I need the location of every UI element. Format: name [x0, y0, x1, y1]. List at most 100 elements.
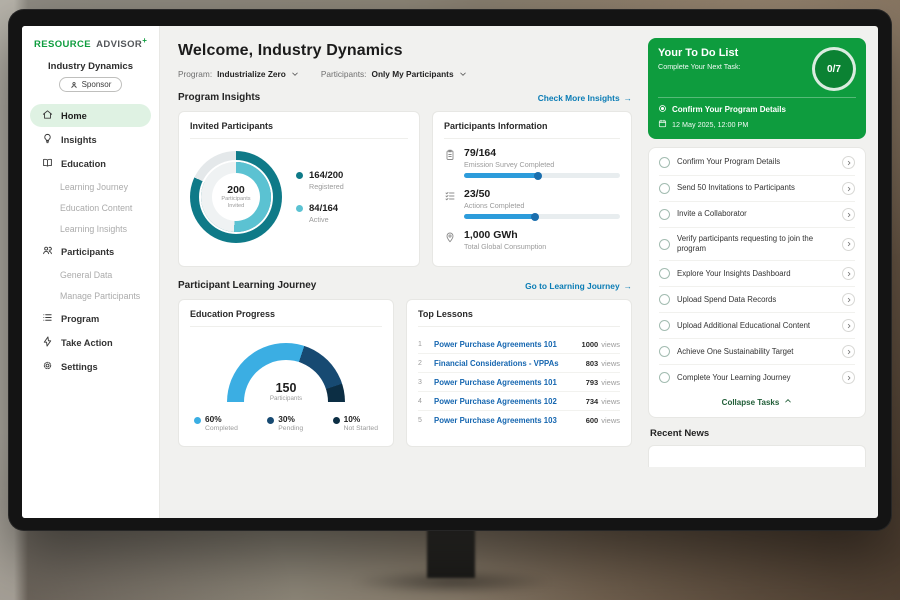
chevron-right-icon[interactable] [842, 208, 855, 221]
sidebar-item-learning-insights[interactable]: Learning Insights [60, 223, 127, 234]
program-filter-value: Industrialize Zero [217, 69, 286, 79]
sidebar-item-general-data[interactable]: General Data [60, 269, 113, 280]
legend-dot [194, 416, 201, 424]
todo-subtitle: Complete Your Next Task: [658, 62, 741, 71]
learning-journey-cards: Education Progress 150 Participants 60 [178, 299, 632, 447]
lesson-views: 1000 views [581, 339, 620, 349]
card-title: Invited Participants [190, 121, 408, 139]
sponsor-icon [70, 81, 78, 89]
legend-registered: 164/200 Registered [296, 170, 344, 191]
chevron-right-icon[interactable] [842, 319, 855, 333]
chevron-right-icon[interactable] [842, 237, 855, 251]
program-insights-cards: Invited Participants 200 Participants In… [178, 111, 632, 267]
filter-bar: Program: Industrialize Zero Participants… [178, 69, 632, 79]
sidebar-item-home[interactable]: Home [30, 104, 151, 128]
task-verify-participants[interactable]: Verify participants requesting to join t… [659, 228, 855, 262]
task-checkbox[interactable] [659, 268, 670, 280]
org-name: Industry Dynamics [48, 61, 133, 73]
actions-progress-bar [464, 214, 620, 219]
task-checkbox[interactable] [659, 372, 670, 384]
top-lessons-card: Top Lessons 1 Power Purchase Agreements … [406, 299, 632, 447]
page-title: Welcome, Industry Dynamics [178, 42, 403, 59]
todo-progress-ring: 0/7 [812, 47, 856, 91]
task-checkbox[interactable] [659, 209, 670, 220]
emission-survey-progress-bar [464, 173, 620, 178]
task-checkbox[interactable] [659, 157, 670, 168]
gauge-center: 150 Participants [269, 381, 303, 402]
sidebar-item-take-action[interactable]: Take Action [30, 331, 151, 354]
program-icon [42, 312, 53, 325]
task-send-invitations[interactable]: Send 50 Invitations to Participants [659, 176, 855, 202]
participants-filter-dropdown[interactable]: Participants: Only My Participants [321, 69, 467, 79]
task-checkbox[interactable] [659, 183, 670, 194]
sidebar-item-label: Home [61, 110, 87, 121]
arrow-right-icon: → [623, 280, 632, 291]
legend-dot [332, 416, 340, 424]
task-checkbox[interactable] [659, 346, 670, 358]
lesson-link[interactable]: Power Purchase Agreements 101 [434, 377, 557, 387]
chevron-right-icon[interactable] [842, 371, 855, 385]
program-filter-dropdown[interactable]: Program: Industrialize Zero [178, 69, 299, 79]
lesson-views: 734 views [585, 396, 620, 406]
metric-actions-completed: 23/50 Actions Completed [444, 188, 620, 219]
lesson-link[interactable]: Power Purchase Agreements 102 [434, 396, 557, 406]
chevron-right-icon[interactable] [842, 345, 855, 359]
metric-global-consumption: 1,000 GWh Total Global Consumption [444, 229, 620, 251]
card-title: Participants Information [444, 121, 620, 139]
donut-center: 200 Participants Invited [212, 173, 260, 221]
lesson-row: 3 Power Purchase Agreements 101 793 views [418, 373, 620, 392]
education-progress-card: Education Progress 150 Participants 60 [178, 299, 394, 447]
task-upload-educational-content[interactable]: Upload Additional Educational Content [659, 313, 855, 340]
lesson-views: 600 views [585, 415, 620, 425]
task-checkbox[interactable] [659, 294, 670, 306]
monitor-stand [427, 528, 475, 578]
task-achieve-sustainability-target[interactable]: Achieve One Sustainability Target [659, 339, 855, 366]
program-filter-label: Program: [178, 69, 213, 79]
lesson-row: 2 Financial Considerations - VPPAs 803 vi… [418, 354, 620, 373]
go-to-learning-journey-link[interactable]: Go to Learning Journey → [525, 280, 632, 291]
education-icon [42, 157, 53, 170]
program-insights-title: Program Insights [178, 92, 261, 103]
collapse-tasks-button[interactable]: Collapse Tasks [659, 390, 855, 415]
sidebar-item-insights[interactable]: Insights [30, 128, 151, 151]
lesson-views: 803 views [585, 358, 620, 368]
logo-resource: RESOURCE [34, 39, 92, 51]
chevron-right-icon[interactable] [842, 156, 855, 169]
legend-not-started: 10% Not Started [332, 414, 378, 432]
task-checkbox[interactable] [659, 320, 670, 332]
sidebar: RESOURCE ADVISOR+ Industry Dynamics Spon… [22, 26, 160, 518]
task-explore-insights-dashboard[interactable]: Explore Your Insights Dashboard [659, 261, 855, 288]
sidebar-item-manage-participants[interactable]: Manage Participants [60, 290, 141, 301]
sidebar-item-learning-journey[interactable]: Learning Journey [60, 181, 128, 192]
insights-icon [42, 133, 53, 146]
sidebar-item-education-content[interactable]: Education Content [60, 202, 133, 213]
chevron-right-icon[interactable] [842, 293, 855, 307]
chevron-right-icon[interactable] [842, 182, 855, 195]
take-action-icon [42, 336, 53, 349]
recent-news-heading: Recent News [650, 428, 710, 440]
task-upload-spend-data[interactable]: Upload Spend Data Records [659, 287, 855, 314]
app-logo: RESOURCE ADVISOR+ [22, 36, 159, 50]
legend-completed: 60% Completed [194, 414, 238, 432]
chevron-up-icon [784, 397, 792, 407]
lesson-link[interactable]: Power Purchase Agreements 103 [434, 415, 557, 425]
sidebar-item-participants[interactable]: Participants [30, 240, 151, 263]
chevron-right-icon[interactable] [842, 267, 855, 281]
consumption-icon [444, 230, 456, 251]
lesson-link[interactable]: Financial Considerations - VPPAs [434, 358, 559, 368]
sidebar-item-education[interactable]: Education [30, 152, 151, 175]
sidebar-item-program[interactable]: Program [30, 307, 151, 330]
sidebar-item-label: Settings [61, 361, 98, 372]
task-confirm-program-details[interactable]: Confirm Your Program Details [659, 150, 855, 176]
legend-dot [296, 172, 303, 179]
next-task-row[interactable]: Confirm Your Program Details [658, 97, 856, 115]
lesson-link[interactable]: Power Purchase Agreements 101 [434, 339, 557, 349]
task-invite-collaborator[interactable]: Invite a Collaborator [659, 202, 855, 228]
check-more-insights-link[interactable]: Check More Insights → [537, 92, 632, 103]
task-complete-learning-journey[interactable]: Complete Your Learning Journey [659, 365, 855, 390]
education-progress-gauge: 150 Participants [227, 343, 345, 402]
task-checkbox[interactable] [659, 238, 670, 250]
sidebar-item-settings[interactable]: Settings [30, 355, 151, 378]
todo-panel: Your To Do List Complete Your Next Task:… [648, 38, 866, 139]
sidebar-item-label: Take Action [61, 337, 113, 348]
